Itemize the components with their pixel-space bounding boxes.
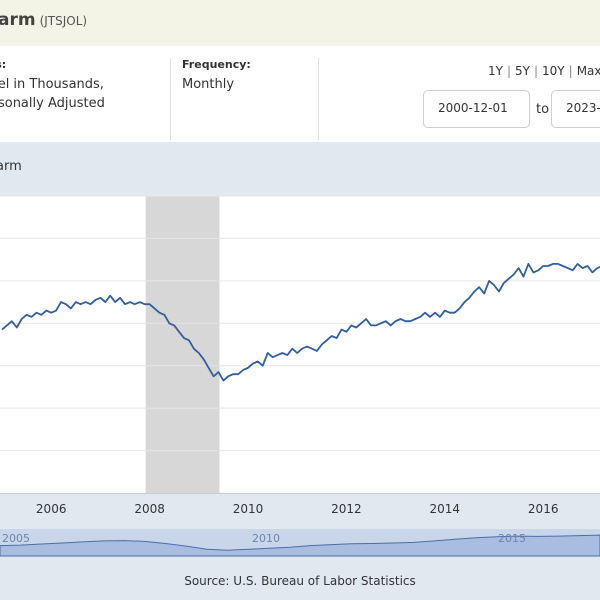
x-tick-label: 2014 — [430, 502, 461, 516]
navigator-series — [0, 534, 600, 557]
x-tick-label: 2010 — [233, 502, 264, 516]
range-1y-link[interactable]: 1Y — [488, 64, 503, 78]
x-tick-label: 2012 — [331, 502, 362, 516]
units-info: ts: vel in Thousands, asonally Adjusted — [0, 58, 170, 113]
divider — [170, 58, 171, 140]
x-tick-label: 2016 — [528, 502, 559, 516]
source-credit: Source: U.S. Bureau of Labor Statistics — [0, 567, 600, 600]
units-line-1: vel in Thousands, — [0, 77, 104, 92]
units-line-2: asonally Adjusted — [0, 96, 105, 111]
navigator-tick-label: 2005 — [2, 532, 30, 545]
range-5y-link[interactable]: 5Y — [515, 64, 530, 78]
frequency-label: Frequency: — [182, 58, 251, 71]
series-meta: ts: vel in Thousands, asonally Adjusted … — [0, 46, 600, 142]
units-label: ts: — [0, 58, 7, 71]
chart-title: arm — [0, 159, 22, 174]
title-bar: arm (JTSJOL) — [0, 0, 600, 46]
frequency-value: Monthly — [182, 77, 235, 92]
series-line — [1, 263, 600, 382]
start-date-input[interactable]: 2000-12-01 — [423, 90, 530, 128]
series-code: (JTSJOL) — [39, 14, 88, 28]
divider — [318, 58, 319, 140]
plot-background — [0, 196, 600, 493]
frequency-info: Frequency: Monthly — [182, 58, 251, 94]
to-label: to — [536, 102, 550, 117]
series-title: arm (JTSJOL) — [0, 10, 88, 30]
navigator-tick-label: 2010 — [252, 532, 280, 545]
range-max-link[interactable]: Max — [576, 64, 600, 78]
navigator-tick-label: 2015 — [498, 532, 526, 545]
x-tick-label: 2008 — [134, 502, 165, 516]
range-10y-link[interactable]: 10Y — [542, 64, 565, 78]
range-links: 1Y | 5Y | 10Y | Max — [488, 64, 600, 78]
end-date-input[interactable]: 2023-0 — [551, 90, 600, 128]
x-tick-label: 2006 — [36, 502, 67, 516]
line-chart[interactable]: 2006 2008 2010 2012 2014 2016 2005 2010 2015 — [0, 142, 600, 567]
chart-area: arm 2006 2008 2010 2012 2014 2016 2005 2010 2015 — [0, 142, 600, 567]
recession-band — [145, 196, 220, 493]
